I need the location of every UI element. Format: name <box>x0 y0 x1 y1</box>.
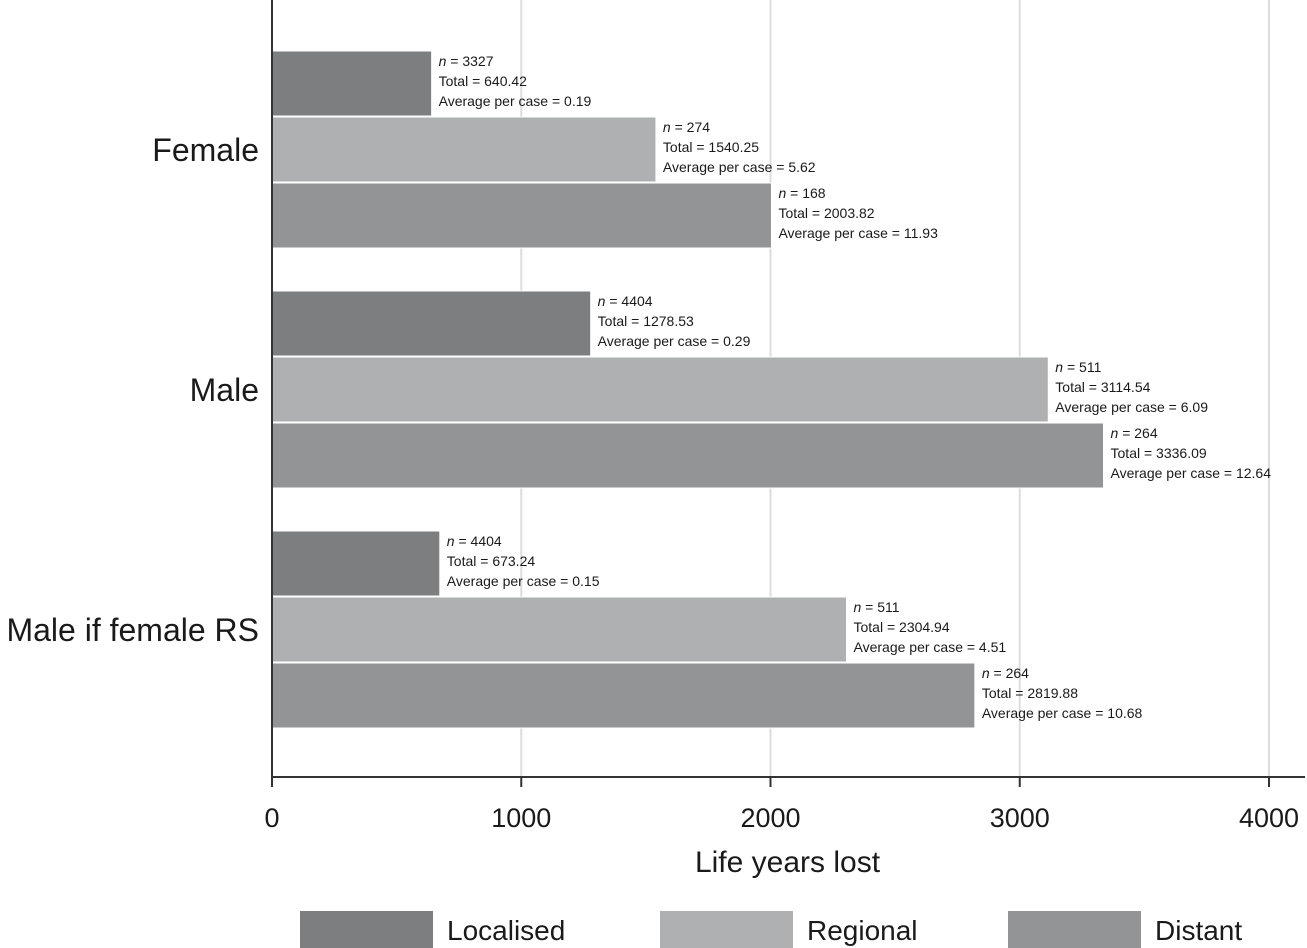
annotation-average: Average per case = 11.93 <box>778 225 938 241</box>
legend-label-distant: Distant <box>1155 915 1242 946</box>
bar-male-distant <box>271 422 1105 489</box>
bar-female-localised <box>271 50 433 117</box>
annotation-n: n = 168 <box>778 185 825 201</box>
axes: 0 1000 2000 3000 4000 <box>264 0 1305 833</box>
annotation-average: Average per case = 6.09 <box>1055 399 1208 415</box>
legend-label-regional: Regional <box>807 915 918 946</box>
annotation-total: Total = 1278.53 <box>598 313 694 329</box>
annotation-average: Average per case = 0.19 <box>439 93 592 109</box>
annotation-n: n = 4404 <box>447 533 502 549</box>
x-tick-label-4000: 4000 <box>1239 803 1299 833</box>
annotation-n: n = 511 <box>1055 359 1101 375</box>
annotation-total: Total = 673.24 <box>447 553 536 569</box>
bar-male-regional <box>271 356 1049 423</box>
legend-swatch-regional <box>660 911 793 948</box>
category-label-male-if-female-rs: Male if female RS <box>6 612 259 648</box>
annotation-average: Average per case = 4.51 <box>854 639 1007 655</box>
annotation-average: Average per case = 5.62 <box>663 159 816 175</box>
annotation-average: Average per case = 0.29 <box>598 333 751 349</box>
legend: Localised Regional Distant <box>300 911 1242 948</box>
annotation-total: Total = 2304.94 <box>854 619 950 635</box>
bar-male-if-female-rs-localised <box>271 530 441 597</box>
bar-male-localised <box>271 290 592 357</box>
annotation-n: n = 511 <box>854 599 900 615</box>
x-tick-label-2000: 2000 <box>740 803 800 833</box>
bar-male-if-female-rs-regional <box>271 596 848 663</box>
legend-label-localised: Localised <box>447 915 565 946</box>
bar-male-if-female-rs-distant <box>271 662 976 729</box>
legend-swatch-distant <box>1008 911 1141 948</box>
annotation-n: n = 274 <box>663 119 710 135</box>
annotation-average: Average per case = 0.15 <box>447 573 600 589</box>
x-tick-label-0: 0 <box>264 803 279 833</box>
annotation-average: Average per case = 10.68 <box>982 705 1143 721</box>
annotation-n: n = 264 <box>982 665 1029 681</box>
bars <box>271 50 1105 729</box>
labels: n = 3327 Total = 640.42 Average per case =… <box>6 53 1271 721</box>
annotation-total: Total = 640.42 <box>439 73 528 89</box>
x-tick-label-3000: 3000 <box>990 803 1050 833</box>
annotation-total: Total = 1540.25 <box>663 139 759 155</box>
x-tick-label-1000: 1000 <box>491 803 551 833</box>
bar-female-distant <box>271 182 772 249</box>
category-label-male: Male <box>190 372 259 408</box>
bar-female-regional <box>271 116 657 183</box>
annotation-total: Total = 3114.54 <box>1055 379 1150 395</box>
category-label-female: Female <box>152 132 259 168</box>
annotation-n: n = 4404 <box>598 293 653 309</box>
annotation-total: Total = 2003.82 <box>778 205 874 221</box>
annotation-total: Total = 3336.09 <box>1111 445 1207 461</box>
legend-swatch-localised <box>300 911 433 948</box>
annotation-total: Total = 2819.88 <box>982 685 1078 701</box>
annotation-average: Average per case = 12.64 <box>1111 465 1272 481</box>
annotation-n: n = 264 <box>1111 425 1158 441</box>
annotation-n: n = 3327 <box>439 53 494 69</box>
x-axis-title: Life years lost <box>695 846 881 879</box>
